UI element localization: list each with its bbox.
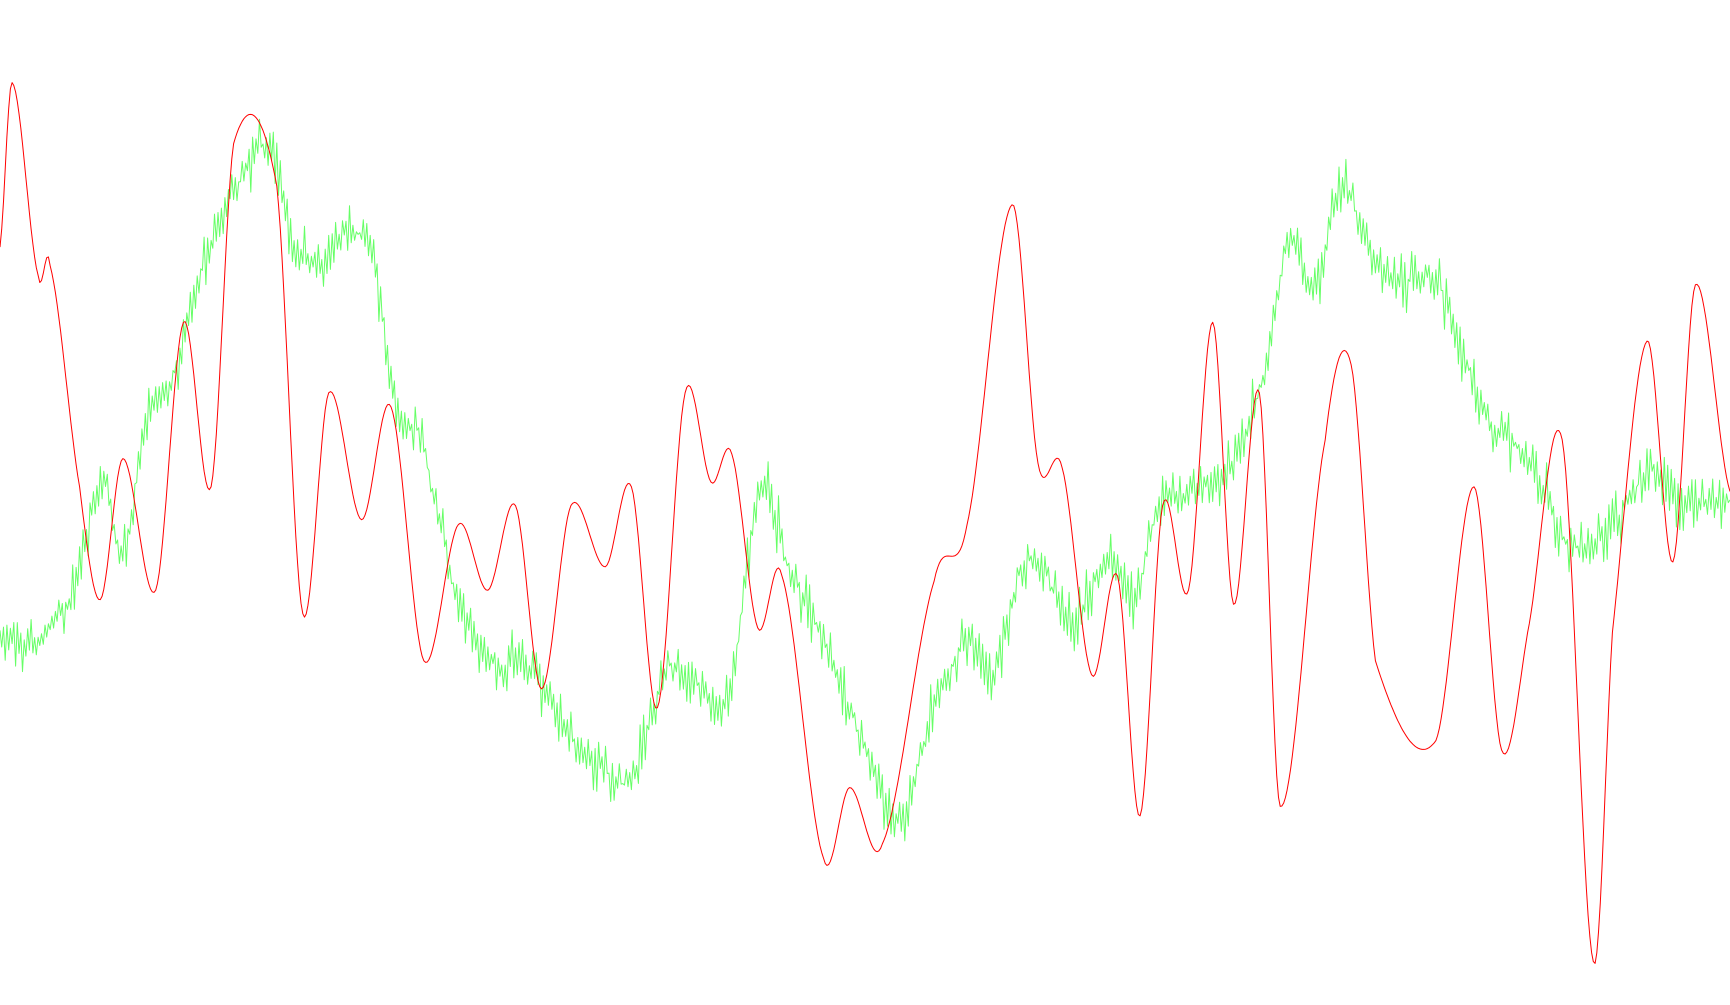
series-line-1 <box>0 82 1730 964</box>
series-line-0 <box>0 118 1730 842</box>
series-layer <box>0 82 1730 964</box>
